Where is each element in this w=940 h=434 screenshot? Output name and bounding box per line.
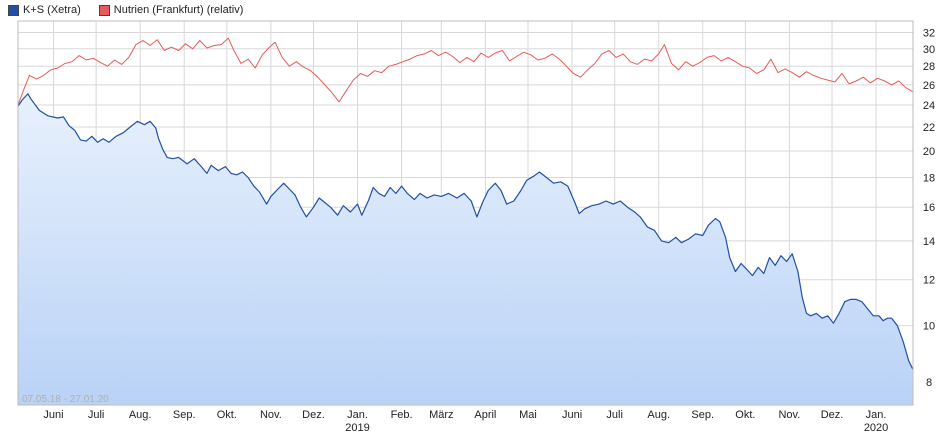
y-tick-label: 8 — [926, 377, 932, 389]
legend: K+S (Xetra) Nutrien (Frankfurt) (relativ… — [8, 4, 243, 16]
k-s-area-fill — [18, 93, 913, 406]
y-tick-label: 30 — [923, 44, 935, 56]
x-tick-label: Sep. — [173, 409, 196, 421]
x-tick-label: Aug. — [647, 409, 670, 421]
legend-swatch-nutrien — [98, 4, 110, 16]
nutrien-line — [17, 37, 914, 106]
y-tick-label: 12 — [923, 275, 935, 287]
x-tick-label: Okt. — [735, 409, 755, 421]
y-tick-label: 24 — [923, 100, 935, 112]
x-tick-year: 2019 — [345, 422, 369, 434]
legend-item-nutrien[interactable]: Nutrien (Frankfurt) (relativ) — [98, 4, 244, 16]
x-tick-label: Jan. — [866, 409, 887, 421]
x-axis-ticks: Juni Juli Aug. Sep. Okt. Nov. Dez. Jan.2019Feb.… — [43, 409, 888, 434]
x-tick-label: Feb. — [391, 409, 413, 421]
x-tick-label: Nov. — [260, 409, 282, 421]
legend-label-nutrien: Nutrien (Frankfurt) (relativ) — [113, 4, 244, 16]
plot-frame — [17, 20, 914, 406]
x-tick-label: Jan. — [347, 409, 368, 421]
x-tick-label: Dez. — [302, 409, 325, 421]
x-tick-label: Juni — [562, 409, 582, 421]
x-tick-label: Aug. — [129, 409, 152, 421]
x-tick-label: Juli — [606, 409, 623, 421]
y-tick-label: 10 — [923, 321, 935, 333]
x-tick-year: 2020 — [864, 422, 888, 434]
y-tick-label: 28 — [923, 61, 935, 73]
k-s-line — [17, 93, 914, 370]
y-tick-label: 14 — [923, 236, 935, 248]
x-tick-label: April — [474, 409, 496, 421]
y-axis-ticks: 8 10 12 14 16 18 20 22 24 26 28 30 32 — [923, 28, 935, 389]
legend-item-k-s[interactable]: K+S (Xetra) — [8, 4, 81, 16]
x-tick-label: Juli — [88, 409, 105, 421]
y-tick-label: 20 — [923, 146, 935, 158]
y-tick-label: 22 — [923, 122, 935, 134]
series-lines — [17, 37, 914, 370]
y-tick-label: 16 — [923, 202, 935, 214]
x-tick-label: Okt. — [217, 409, 237, 421]
legend-swatch-k-s — [8, 4, 19, 16]
y-tick-label: 18 — [923, 173, 935, 185]
y-tick-label: 26 — [923, 80, 935, 92]
legend-label-k-s: K+S (Xetra) — [23, 4, 81, 16]
x-tick-label: Nov. — [778, 409, 800, 421]
x-tick-label: Mai — [519, 409, 537, 421]
x-tick-label: März — [429, 409, 453, 421]
date-range-label: 07.05.18 - 27.01.20 — [22, 394, 109, 405]
x-tick-label: Juni — [43, 409, 63, 421]
k-s-area — [18, 93, 913, 406]
x-tick-label: Dez. — [821, 409, 844, 421]
y-tick-label: 32 — [923, 28, 935, 40]
x-tick-label: Sep. — [691, 409, 714, 421]
